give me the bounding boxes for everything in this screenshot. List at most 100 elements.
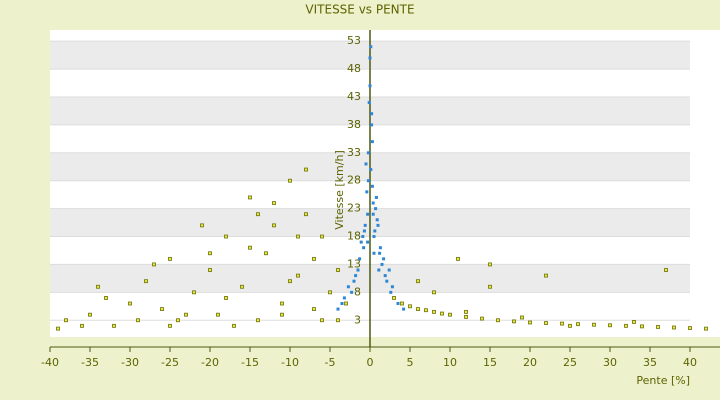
scatter-point: [224, 234, 228, 239]
scatter-point: [416, 307, 420, 311]
x-tick-label: -40: [41, 356, 59, 369]
scatter-point: [344, 301, 348, 306]
scatter-point: [704, 326, 708, 331]
scatter-point: [208, 251, 212, 256]
scatter-point: [320, 234, 324, 239]
scatter-point: [672, 325, 676, 330]
scatter-point: [365, 190, 369, 194]
scatter-point: [112, 323, 116, 328]
y-tick-label: 3: [354, 313, 361, 326]
scatter-point: [366, 179, 370, 183]
scatter-point: [520, 315, 524, 320]
x-tick-label: 0: [367, 356, 374, 369]
x-tick-label: 10: [443, 356, 457, 369]
y-tick-label: 38: [347, 118, 361, 131]
scatter-point: [272, 201, 276, 205]
scatter-point: [688, 326, 692, 330]
scatter-point: [136, 318, 140, 323]
scatter-point: [544, 273, 548, 278]
scatter-point: [144, 279, 148, 284]
scatter-point: [392, 296, 396, 300]
y-axis-title: Vitesse [km/h]: [333, 150, 346, 230]
x-tick-label: -10: [281, 356, 299, 369]
y-tick-label: 13: [347, 257, 361, 270]
y-tick-label: 43: [347, 90, 361, 103]
scatter-point: [168, 323, 172, 328]
scatter-point: [346, 285, 350, 289]
scatter-point: [264, 251, 268, 256]
scatter-point: [358, 257, 362, 261]
scatter-point: [377, 268, 381, 272]
scatter-point: [361, 235, 365, 239]
scatter-point: [367, 101, 371, 105]
scatter-point: [370, 184, 374, 188]
scatter-point: [216, 312, 220, 317]
scatter-point: [96, 284, 100, 289]
scatter-point: [464, 315, 468, 319]
y-tick-label: 8: [354, 285, 361, 298]
scatter-point: [432, 290, 436, 295]
scatter-point: [362, 229, 366, 233]
x-tick-label: 5: [407, 356, 414, 369]
scatter-point: [656, 325, 660, 329]
scatter-point: [160, 307, 164, 311]
scatter-point: [152, 262, 156, 267]
scatter-point: [320, 318, 324, 323]
scatter-point: [208, 268, 212, 272]
x-tick-label: -30: [121, 356, 139, 369]
scatter-point: [375, 218, 379, 222]
scatter-point: [312, 307, 316, 311]
scatter-point: [370, 123, 374, 127]
scatter-point: [400, 301, 404, 306]
scatter-point: [371, 201, 375, 205]
scatter-point: [336, 268, 340, 272]
scatter-point: [224, 296, 228, 300]
scatter-point: [382, 257, 386, 261]
scatter-point: [376, 223, 380, 227]
y-tick-label: 48: [347, 62, 361, 75]
chart-title: VITESSE vs PENTE: [305, 3, 414, 17]
scatter-point: [248, 195, 252, 200]
scatter-point: [288, 279, 292, 284]
y-tick-label: 28: [347, 174, 361, 187]
scatter-point: [440, 311, 444, 316]
scatter-point: [383, 274, 387, 278]
scatter-point: [370, 112, 374, 116]
scatter-point: [385, 279, 389, 283]
scatter-point: [356, 268, 360, 272]
scatter-point: [378, 251, 382, 255]
scatter-point: [373, 229, 377, 233]
scatter-point: [368, 56, 372, 60]
x-tick-label: 40: [683, 356, 697, 369]
scatter-point: [128, 301, 132, 306]
scatter-point: [608, 323, 612, 328]
x-tick-label: -35: [81, 356, 99, 369]
scatter-point: [64, 318, 68, 323]
scatter-point: [362, 246, 366, 250]
scatter-point: [389, 290, 393, 294]
scatter-point: [371, 212, 375, 216]
scatter-point: [456, 256, 460, 261]
x-tick-label: 25: [563, 356, 577, 369]
x-tick-label: 35: [643, 356, 657, 369]
x-tick-label: 30: [603, 356, 617, 369]
plot-area: [50, 30, 720, 348]
scatter-point: [576, 322, 580, 327]
scatter-point: [512, 319, 516, 324]
x-tick-label: -25: [161, 356, 179, 369]
scatter-point: [372, 251, 376, 255]
scatter-point: [364, 162, 368, 166]
scatter-point: [568, 323, 572, 328]
scatter-point: [366, 240, 370, 244]
scatter-point: [80, 323, 84, 328]
scatter-point: [366, 212, 370, 216]
y-tick-label: 23: [347, 202, 361, 215]
x-tick-label: -5: [325, 356, 336, 369]
scatter-point: [488, 262, 492, 267]
scatter-point: [528, 320, 532, 325]
scatter-point: [280, 301, 284, 306]
scatter-point: [256, 318, 260, 323]
scatter-point: [640, 324, 644, 329]
scatter-point: [184, 312, 188, 317]
